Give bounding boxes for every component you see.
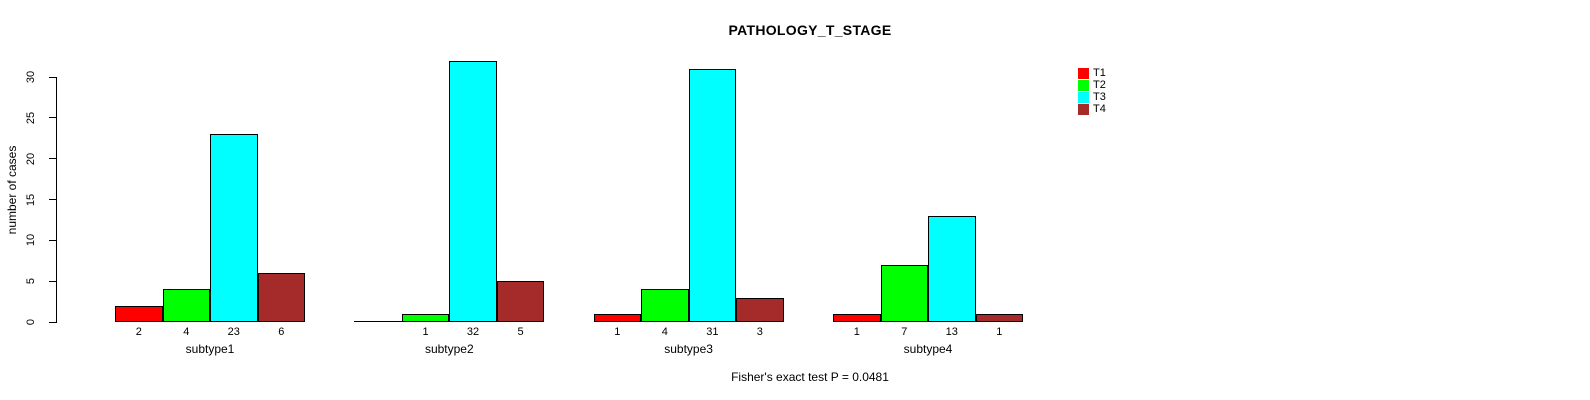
legend-swatch-T3 [1078,91,1089,103]
y-axis-tick-label: 5 [25,278,37,285]
y-axis-tick-label: 15 [25,193,37,206]
y-axis-tick [49,199,57,200]
bar-value-label: 1 [614,326,621,338]
y-axis-tick [49,321,57,323]
bar-value-label: 7 [901,326,908,338]
bar-subtype3-T3 [688,68,737,322]
bar-value-label: 6 [278,326,285,338]
legend-label: T4 [1093,102,1106,115]
fisher-test-stat: Fisher's exact test P = 0.0481 [731,370,889,384]
legend-swatch-T1 [1078,67,1089,79]
y-axis-tick [49,158,57,160]
legend-swatch-T4 [1078,103,1089,115]
y-axis-tick-label: 30 [25,70,37,84]
bar-subtype4-T2 [880,264,928,322]
y-axis-tick [49,280,57,282]
x-axis-group-label-subtype4: subtype4 [903,342,953,356]
bar-subtype1-T2 [162,289,210,322]
bar-subtype3-T1 [593,313,642,322]
bar-subtype2-T3 [449,60,497,322]
legend-label: T3 [1093,90,1106,103]
legend-item-T4: T4 [1078,103,1106,115]
legend: T1 T2 T3 T4 [1078,67,1106,115]
bar-subtype4-T3 [928,215,976,322]
bar-value-label: 4 [661,326,668,338]
bar-subtype3-T4 [736,297,784,322]
x-axis-group-label-subtype1: subtype1 [185,342,235,356]
bar-subtype4-T4 [975,313,1023,322]
y-axis-tick [49,76,57,78]
legend-label: T2 [1093,78,1106,91]
bar-value-label: 3 [756,326,763,338]
chart-title: PATHOLOGY_T_STAGE [728,22,892,38]
y-axis-tick-label: 0 [25,318,37,326]
legend-swatch-T2 [1078,79,1089,91]
x-axis-group-label-subtype3: subtype3 [664,342,713,356]
bar-value-label: 31 [706,326,719,338]
bar-subtype3-T2 [641,289,689,322]
y-axis-tick [49,239,57,241]
bar-value-label: 5 [517,326,524,338]
y-axis-line [56,77,57,323]
y-axis-tick [49,117,57,119]
y-axis-tick-label: 10 [25,234,37,247]
bar-subtype1-T3 [210,134,258,322]
y-axis-tick-label: 25 [25,111,37,124]
bar-subtype4-T1 [833,313,881,322]
y-axis-tick-label: 20 [25,152,37,165]
x-axis-group-label-subtype2: subtype2 [424,342,474,356]
bar-value-label: 1 [422,326,429,338]
bar-value-label: 4 [183,326,190,338]
bar-value-label: 13 [945,326,958,338]
legend-item-T3: T3 [1078,91,1106,103]
bar-subtype2-T1 [354,321,402,322]
bar-value-label: 1 [996,326,1003,338]
bar-subtype2-T4 [496,281,545,322]
legend-item-T2: T2 [1078,79,1106,91]
bar-value-label: 1 [853,326,860,338]
legend-label: T1 [1093,66,1106,79]
bar-subtype2-T2 [401,313,450,322]
bar-value-label: 2 [135,326,142,338]
y-axis-label: number of cases [5,145,19,235]
bar-subtype1-T4 [257,273,305,322]
bar-subtype1-T1 [115,305,163,322]
bar-value-label: 23 [227,326,240,338]
bar-value-label: 32 [466,326,480,338]
legend-item-T1: T1 [1078,67,1106,79]
